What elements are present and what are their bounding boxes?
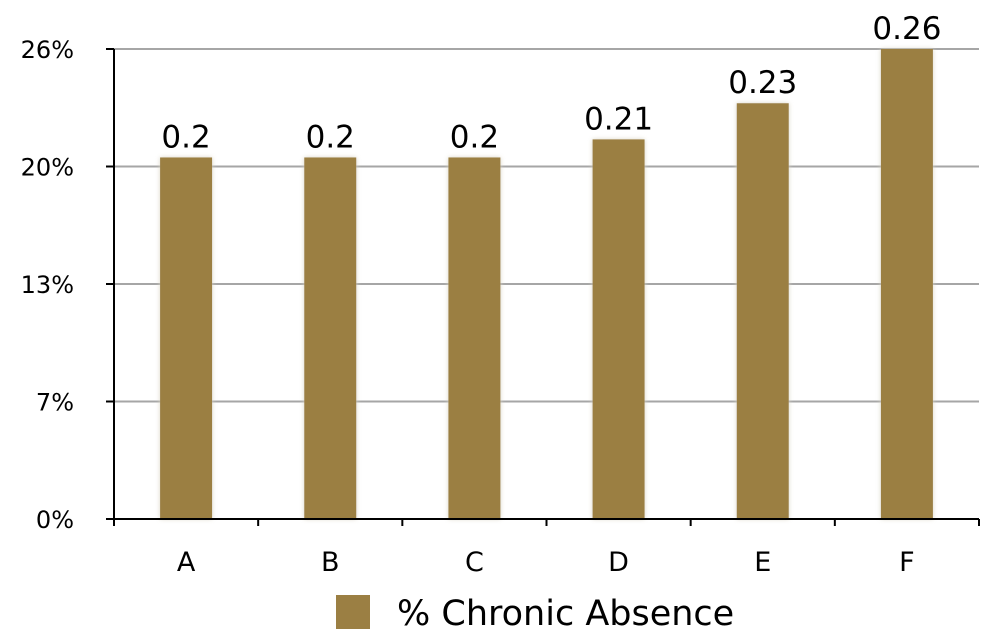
bar-E	[736, 103, 789, 519]
labels: 0% 7% 13% 20% 26% 0.2 A 0.2 B 0.2 C 0.21 D 0.23 E 0.26 F	[21, 11, 942, 578]
x-tick-label-C: C	[465, 547, 484, 578]
y-tick-label: 7%	[36, 389, 74, 417]
legend: % Chronic Absence	[336, 594, 734, 629]
legend-label: % Chronic Absence	[397, 594, 734, 629]
y-tick-label: 0%	[36, 506, 74, 534]
data-label-D: 0.21	[584, 101, 653, 137]
bar-F	[880, 49, 933, 519]
x-tick-label-A: A	[177, 547, 196, 578]
data-label-A: 0.2	[161, 119, 210, 155]
x-tick-label-D: D	[608, 547, 629, 578]
data-label-B: 0.2	[306, 119, 355, 155]
bar-B	[304, 157, 357, 519]
bars	[160, 49, 933, 519]
x-tick-label-B: B	[321, 547, 340, 578]
legend-swatch	[336, 595, 370, 629]
data-label-C: 0.2	[450, 119, 499, 155]
bar-A	[160, 157, 213, 519]
bar-C	[448, 157, 501, 519]
axes	[106, 48, 980, 526]
y-tick-label: 20%	[21, 154, 74, 182]
x-tick-label-F: F	[899, 547, 915, 578]
data-label-E: 0.23	[728, 65, 797, 101]
gridlines	[114, 48, 979, 403]
x-tick-label-E: E	[754, 547, 771, 578]
data-label-F: 0.26	[872, 11, 941, 47]
y-tick-label: 13%	[21, 271, 74, 299]
y-tick-label: 26%	[21, 36, 74, 64]
bar-D	[592, 139, 645, 519]
